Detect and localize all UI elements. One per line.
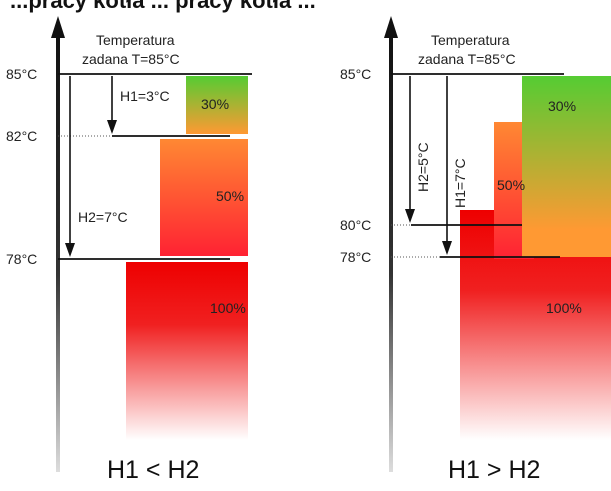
left-h2-arrowhead bbox=[65, 243, 75, 257]
right-level-100-label: 100% bbox=[546, 300, 582, 316]
right-level-50-label: 50% bbox=[497, 177, 525, 193]
left-level-100-label: 100% bbox=[210, 300, 246, 316]
left-y-label-78: 78°C bbox=[6, 251, 37, 267]
right-setpoint-line2: zadana T=85°C bbox=[418, 51, 516, 67]
right-axis-arrowhead bbox=[384, 16, 398, 38]
clipped-title: ...pracy kotła ... pracy kotła ... bbox=[10, 0, 316, 13]
left-panel: 85°C 82°C 78°C Temperatura zadana T=85°C… bbox=[6, 16, 252, 484]
left-setpoint-line1: Temperatura bbox=[96, 32, 175, 48]
right-level-30-label: 30% bbox=[548, 98, 576, 114]
left-level-50-block bbox=[160, 139, 248, 256]
left-h1-arrowhead bbox=[107, 120, 117, 134]
left-h2-label: H2=7°C bbox=[78, 209, 128, 225]
left-h1-label: H1=3°C bbox=[120, 88, 170, 104]
left-level-30-label: 30% bbox=[201, 96, 229, 112]
right-panel: 85°C 80°C 78°C Temperatura zadana T=85°C… bbox=[340, 16, 611, 484]
right-h2-label: H2=5°C bbox=[415, 142, 431, 192]
right-level-30-block bbox=[522, 76, 611, 257]
right-h1-arrowhead bbox=[442, 241, 452, 255]
left-caption: H1 < H2 bbox=[107, 456, 199, 484]
left-level-30-block bbox=[186, 76, 248, 134]
left-axis bbox=[56, 32, 60, 472]
right-axis bbox=[389, 32, 393, 472]
right-h1-label: H1=7°C bbox=[452, 158, 468, 208]
right-caption: H1 > H2 bbox=[448, 456, 540, 484]
left-level-50-label: 50% bbox=[216, 188, 244, 204]
right-h2-arrowhead bbox=[405, 209, 415, 223]
left-level-100-block bbox=[126, 262, 248, 440]
left-axis-arrowhead bbox=[51, 16, 65, 38]
left-y-label-82: 82°C bbox=[6, 128, 37, 144]
left-y-label-85: 85°C bbox=[6, 66, 37, 82]
right-y-label-85: 85°C bbox=[340, 66, 371, 82]
right-y-label-78: 78°C bbox=[340, 249, 371, 265]
right-setpoint-line1: Temperatura bbox=[431, 32, 510, 48]
left-setpoint-line2: zadana T=85°C bbox=[82, 51, 180, 67]
right-y-label-80: 80°C bbox=[340, 217, 371, 233]
